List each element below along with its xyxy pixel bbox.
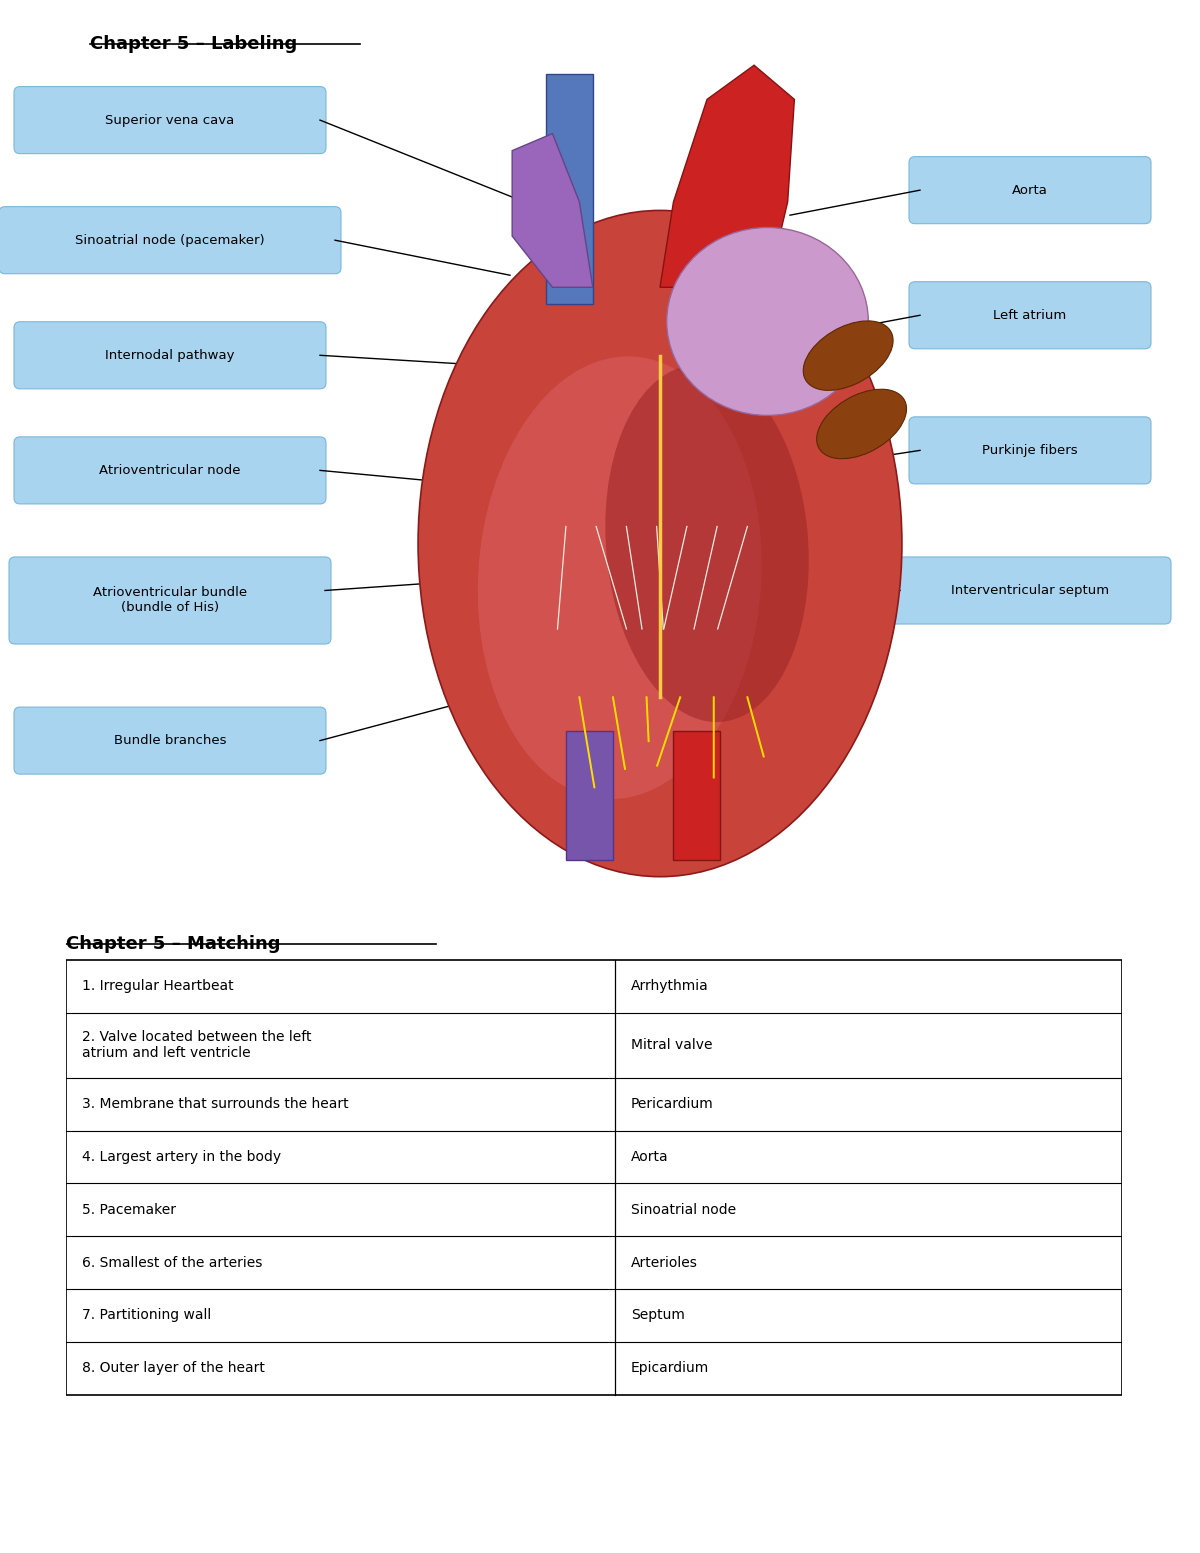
Polygon shape (546, 73, 593, 304)
Text: 2. Valve located between the left
atrium and left ventricle: 2. Valve located between the left atrium… (82, 1030, 311, 1061)
Text: Chapter 5 – Matching: Chapter 5 – Matching (66, 935, 281, 954)
Text: Left atrium: Left atrium (994, 309, 1067, 321)
Ellipse shape (817, 390, 906, 458)
Text: Arterioles: Arterioles (631, 1255, 698, 1270)
FancyBboxPatch shape (14, 707, 326, 773)
Text: Bundle branches: Bundle branches (114, 735, 227, 747)
Ellipse shape (418, 210, 902, 876)
Text: Aorta: Aorta (631, 1149, 668, 1165)
Ellipse shape (478, 356, 762, 800)
Polygon shape (566, 731, 613, 860)
Text: 4. Largest artery in the body: 4. Largest artery in the body (82, 1149, 281, 1165)
Polygon shape (673, 731, 720, 860)
Bar (66, 960, 1122, 1395)
Text: Epicardium: Epicardium (631, 1360, 709, 1376)
FancyBboxPatch shape (910, 416, 1151, 485)
Text: Sinoatrial node: Sinoatrial node (631, 1202, 736, 1218)
Text: Septum: Septum (631, 1308, 685, 1323)
Text: 8. Outer layer of the heart: 8. Outer layer of the heart (82, 1360, 265, 1376)
Text: Atrioventricular bundle
(bundle of His): Atrioventricular bundle (bundle of His) (92, 587, 247, 615)
Text: Mitral valve: Mitral valve (631, 1037, 713, 1053)
Text: 1. Irregular Heartbeat: 1. Irregular Heartbeat (82, 978, 234, 994)
Ellipse shape (803, 321, 893, 390)
Text: Aorta: Aorta (1012, 183, 1048, 197)
Text: Atrioventricular node: Atrioventricular node (100, 464, 241, 477)
FancyBboxPatch shape (8, 558, 331, 644)
FancyBboxPatch shape (14, 87, 326, 154)
FancyBboxPatch shape (910, 157, 1151, 224)
Text: 7. Partitioning wall: 7. Partitioning wall (82, 1308, 211, 1323)
Text: Arrhythmia: Arrhythmia (631, 978, 709, 994)
FancyBboxPatch shape (14, 321, 326, 388)
Polygon shape (512, 134, 593, 287)
Text: Purkinje fibers: Purkinje fibers (982, 444, 1078, 457)
FancyBboxPatch shape (910, 281, 1151, 349)
Text: Sinoatrial node (pacemaker): Sinoatrial node (pacemaker) (76, 233, 265, 247)
Polygon shape (660, 65, 794, 287)
Ellipse shape (667, 227, 869, 416)
Text: Pericardium: Pericardium (631, 1096, 714, 1112)
Text: 5. Pacemaker: 5. Pacemaker (82, 1202, 176, 1218)
FancyBboxPatch shape (0, 207, 341, 273)
Text: 6. Smallest of the arteries: 6. Smallest of the arteries (82, 1255, 263, 1270)
Ellipse shape (605, 365, 809, 722)
Text: Interventricular septum: Interventricular septum (950, 584, 1109, 596)
FancyBboxPatch shape (889, 558, 1171, 624)
Text: 3. Membrane that surrounds the heart: 3. Membrane that surrounds the heart (82, 1096, 348, 1112)
Text: Chapter 5 – Labeling: Chapter 5 – Labeling (90, 36, 298, 53)
Text: Superior vena cava: Superior vena cava (106, 113, 235, 127)
Text: Internodal pathway: Internodal pathway (106, 349, 235, 362)
FancyBboxPatch shape (14, 436, 326, 503)
